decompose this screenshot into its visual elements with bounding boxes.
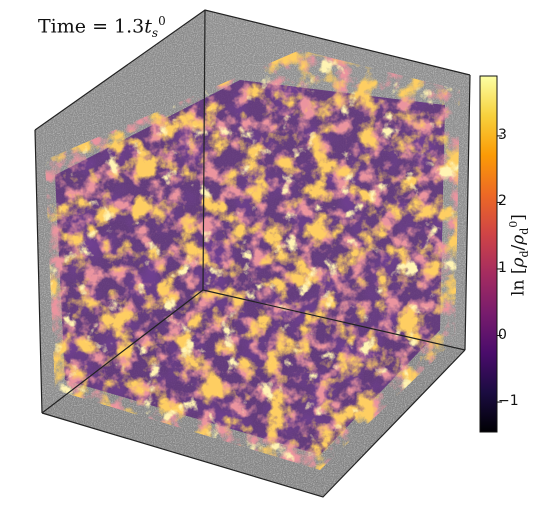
- colorbar-gradient: [479, 75, 498, 433]
- colorbar: [479, 75, 502, 433]
- cube-edges: [34, 9, 471, 498]
- colorbar-tick-label-3: 2: [498, 193, 507, 210]
- colorbar-label: ln [ρd/ρd0]: [506, 214, 532, 296]
- time-annotation: Time = 1.3ts0: [38, 14, 166, 41]
- colorbar-tick-label-0: −1: [498, 393, 519, 410]
- colorbar-tick-label-1: 0: [498, 326, 507, 343]
- colorbar-tick-label-4: 3: [498, 126, 507, 143]
- colorbar-tick-label-2: 1: [498, 259, 507, 276]
